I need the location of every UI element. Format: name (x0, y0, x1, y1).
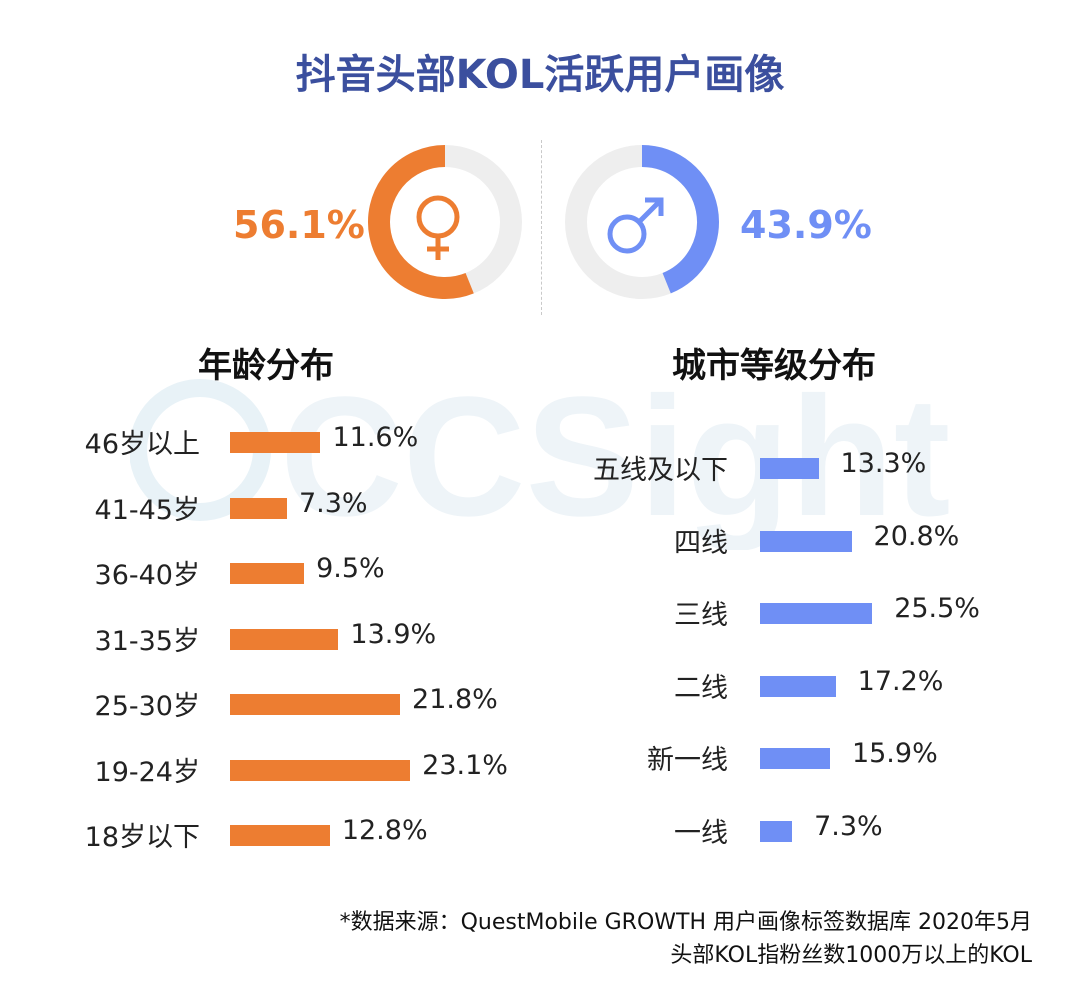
age-category-label: 25-30岁 (94, 691, 200, 722)
city-bar (760, 820, 793, 842)
city-category-label: 新一线 (647, 745, 728, 776)
city-category-label: 三线 (674, 600, 728, 631)
age-bar (230, 759, 411, 781)
gender-divider (541, 140, 542, 315)
male-donut (565, 145, 719, 299)
city-value-label: 20.8% (873, 520, 960, 552)
city-value-label: 17.2% (857, 665, 944, 697)
city-bar (760, 603, 873, 624)
age-category-label: 18岁以下 (84, 822, 200, 853)
age-value-label: 21.8% (412, 684, 498, 715)
city-category-label: 二线 (674, 672, 728, 704)
city-value-label: 13.3% (840, 448, 927, 479)
city-value-label: 25.5% (894, 593, 980, 624)
female-ring-arc (368, 145, 474, 299)
city-chart-title: 城市等级分布 (672, 346, 876, 386)
age-category-label: 19-24岁 (94, 756, 200, 788)
city-value-label: 15.9% (851, 738, 938, 769)
age-bar (230, 563, 305, 584)
age-value-label: 13.9% (350, 618, 437, 650)
female-percentage: 56.1% (233, 203, 365, 247)
age-bar (230, 825, 330, 846)
city-bar (760, 530, 852, 552)
male-symbol-icon (607, 197, 664, 254)
city-value-label: 7.3% (814, 810, 883, 842)
age-category-label: 46岁以上 (84, 429, 200, 460)
male-ring-arc (641, 145, 719, 294)
city-category-label: 四线 (674, 527, 728, 559)
age-value-label: 11.6% (332, 422, 419, 453)
city-bar (760, 748, 830, 769)
age-bar (230, 432, 321, 453)
city-category-label: 一线 (674, 817, 728, 849)
age-value-label: 9.5% (316, 553, 385, 584)
chart-title: 抖音头部KOL活跃用户画像 (295, 52, 785, 98)
city-bar (760, 675, 836, 697)
footnote-definition: 头部KOL指粉丝数1000万以上的KOL (670, 943, 1032, 968)
age-category-label: 31-35岁 (94, 625, 200, 657)
female-donut (368, 145, 522, 299)
age-bar (230, 497, 287, 519)
age-value-label: 7.3% (298, 487, 368, 519)
age-value-label: 12.8% (341, 815, 428, 846)
age-bar (230, 628, 339, 650)
age-bar (230, 694, 401, 715)
age-value-label: 23.1% (422, 749, 508, 781)
city-category-label: 五线及以下 (593, 455, 728, 486)
male-percentage: 43.9% (740, 203, 872, 247)
age-category-label: 41-45岁 (94, 494, 200, 526)
footnote-source: *数据来源：QuestMobile GROWTH 用户画像标签数据库 2020年… (339, 910, 1032, 935)
age-chart-title: 年龄分布 (198, 346, 334, 386)
city-bar (760, 458, 819, 479)
age-category-label: 36-40岁 (94, 560, 200, 591)
female-symbol-icon (416, 195, 460, 260)
